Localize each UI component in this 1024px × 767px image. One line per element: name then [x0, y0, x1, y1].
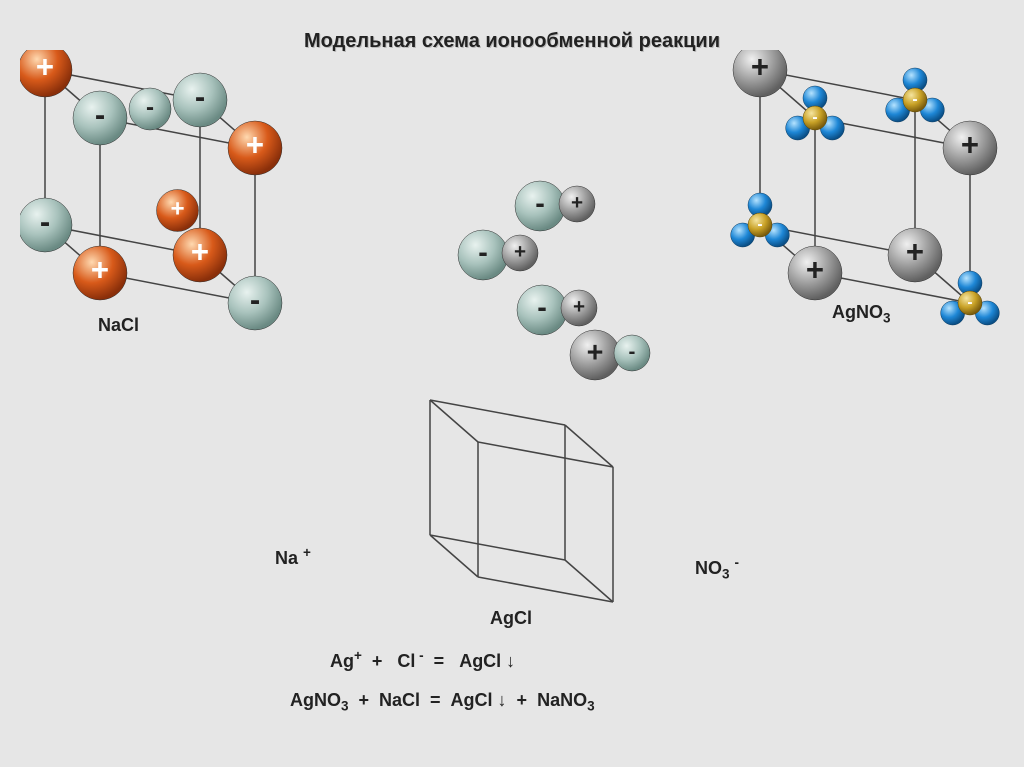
agno3-label: AgNO3 [832, 302, 891, 326]
svg-text:-: - [967, 294, 972, 311]
svg-text:+: + [170, 195, 184, 222]
ionic-equation: Ag+ + Cl - = AgCl ↓ [330, 648, 515, 672]
svg-text:+: + [246, 128, 264, 163]
svg-text:+: + [961, 128, 979, 163]
svg-text:-: - [195, 80, 205, 115]
svg-text:-: - [912, 91, 917, 108]
svg-text:+: + [36, 50, 54, 85]
svg-text:-: - [95, 98, 105, 133]
nacl-lattice: + - + - - + - + + - [20, 50, 340, 370]
svg-text:+: + [573, 295, 585, 318]
svg-text:+: + [806, 253, 824, 288]
svg-text:-: - [478, 237, 488, 269]
svg-text:-: - [40, 205, 50, 240]
svg-text:+: + [571, 191, 583, 214]
agcl-lattice [400, 370, 660, 630]
svg-text:+: + [587, 337, 604, 369]
svg-text:-: - [629, 340, 636, 363]
svg-text:+: + [91, 253, 109, 288]
svg-text:+: + [191, 235, 209, 270]
svg-text:-: - [146, 94, 154, 121]
svg-text:+: + [751, 50, 769, 85]
svg-text:-: - [812, 109, 817, 126]
svg-text:+: + [906, 235, 924, 270]
svg-text:-: - [250, 283, 260, 318]
no3-ion-label: NO3 - [695, 555, 739, 582]
svg-text:+: + [514, 240, 526, 263]
nacl-label: NaCl [98, 315, 139, 336]
na-ion-label: Na + [275, 545, 311, 569]
svg-text:-: - [535, 188, 545, 220]
full-equation: AgNO3 + NaCl = AgCl ↓ + NaNO3 [290, 690, 595, 714]
agcl-label: AgCl [490, 608, 532, 629]
svg-text:-: - [537, 292, 547, 324]
